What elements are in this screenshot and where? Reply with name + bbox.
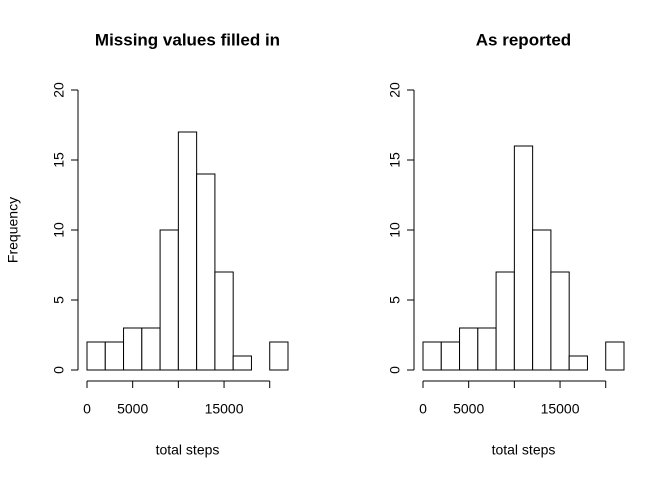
bar — [459, 327, 479, 371]
bar — [513, 145, 534, 371]
x-tick-label: 0 — [83, 401, 91, 417]
x-tick-label: 5000 — [117, 401, 148, 417]
x-axis-label: total steps — [492, 442, 556, 458]
bar — [196, 173, 216, 371]
bar — [550, 271, 570, 371]
chart-title: As reported — [476, 30, 571, 49]
y-tick-label: 5 — [51, 296, 67, 304]
y-tick-label: 0 — [51, 366, 67, 374]
bar — [440, 341, 461, 371]
y-tick-label: 20 — [387, 82, 403, 98]
y-tick-label: 5 — [387, 296, 403, 304]
bar — [605, 341, 625, 371]
bar — [177, 131, 198, 371]
bar — [123, 327, 143, 371]
bar — [86, 341, 106, 371]
x-tick-label: 0 — [419, 401, 427, 417]
bar — [477, 327, 497, 371]
x-tick-label: 15000 — [541, 401, 580, 417]
x-tick-label: 15000 — [205, 401, 244, 417]
bar — [214, 271, 234, 371]
y-tick-label: 10 — [387, 222, 403, 238]
bar — [141, 327, 161, 371]
bar — [568, 355, 588, 371]
y-tick-label: 10 — [51, 222, 67, 238]
bar — [232, 355, 252, 371]
bar — [159, 229, 179, 371]
bar — [532, 229, 552, 371]
chart-title: Missing values filled in — [95, 30, 280, 49]
y-tick-label: 20 — [51, 82, 67, 98]
bar — [104, 341, 125, 371]
y-tick-label: 15 — [51, 152, 67, 168]
bar — [269, 341, 289, 371]
bar — [495, 271, 515, 371]
x-axis-label: total steps — [156, 442, 220, 458]
y-tick-label: 0 — [387, 366, 403, 374]
y-tick-label: 15 — [387, 152, 403, 168]
y-axis-label: Frequency — [5, 197, 21, 263]
bar — [422, 341, 442, 371]
x-tick-label: 5000 — [453, 401, 484, 417]
